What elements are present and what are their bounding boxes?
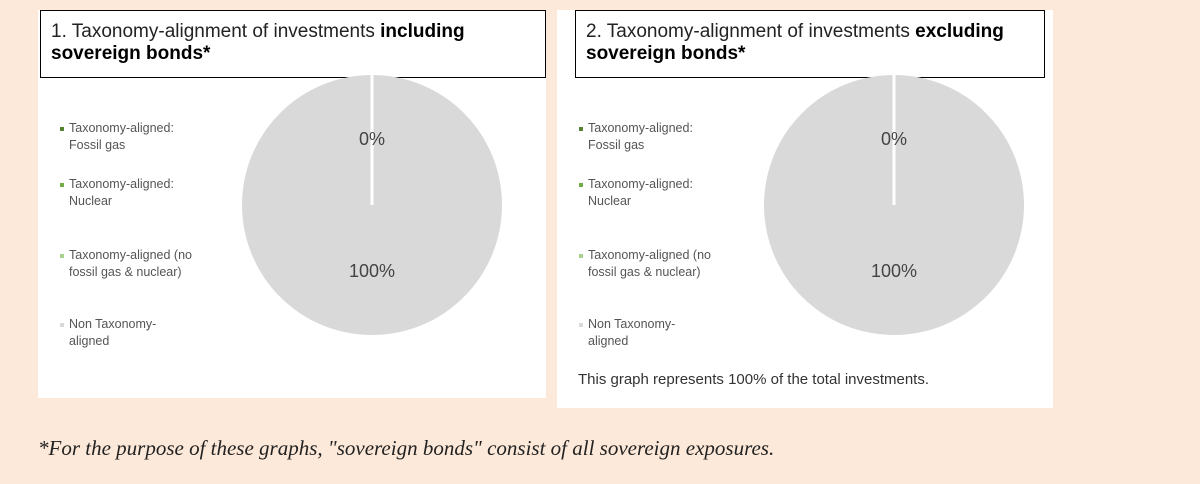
legend-swatch xyxy=(60,254,64,258)
legend-label: Non Taxonomy- aligned xyxy=(588,317,676,348)
legend-label: Taxonomy-aligned: Nuclear xyxy=(69,177,174,208)
title-text: 1. Taxonomy-alignment of investments xyxy=(51,21,375,42)
data-label: 100% xyxy=(349,261,395,281)
legend-swatch xyxy=(579,127,583,131)
legend-label: Non Taxonomy- aligned xyxy=(69,317,157,348)
title-text: 2. Taxonomy-alignment of investments xyxy=(586,21,910,42)
legend-swatch xyxy=(60,323,64,327)
legend-swatch xyxy=(579,254,583,258)
footnote: *For the purpose of these graphs, "sover… xyxy=(38,436,775,460)
legend-swatch xyxy=(579,183,583,187)
legend-label: Taxonomy-aligned: Fossil gas xyxy=(588,121,693,152)
legend-swatch xyxy=(579,323,583,327)
legend-swatch xyxy=(60,183,64,187)
chart-title: 2. Taxonomy-alignment of investments exc… xyxy=(575,10,1045,78)
data-label: 0% xyxy=(881,129,907,149)
title-emphasis: excluding sovereign bonds* xyxy=(586,21,1004,64)
legend-label: Taxonomy-aligned: Nuclear xyxy=(588,177,693,208)
data-label: 100% xyxy=(871,261,917,281)
title-emphasis: including sovereign bonds* xyxy=(51,21,465,64)
legend-label: Taxonomy-aligned (no fossil gas & nuclea… xyxy=(588,248,711,279)
legend-label: Taxonomy-aligned: Fossil gas xyxy=(69,121,174,152)
data-label: 0% xyxy=(359,129,385,149)
chart-title: 1. Taxonomy-alignment of investments inc… xyxy=(40,10,546,78)
legend-swatch xyxy=(60,127,64,131)
chart-note: This graph represents 100% of the total … xyxy=(578,371,930,388)
legend-label: Taxonomy-aligned (no fossil gas & nuclea… xyxy=(69,248,192,279)
